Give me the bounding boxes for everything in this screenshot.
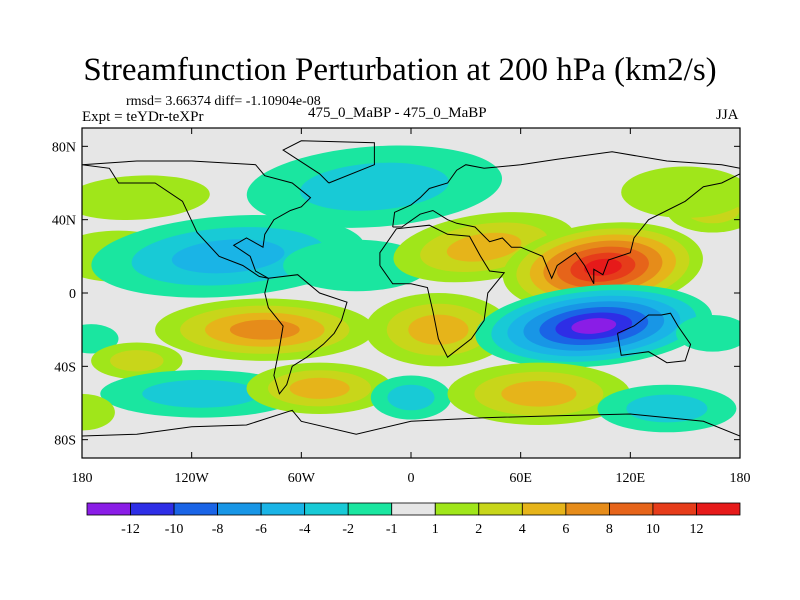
- colorbar-box: [304, 502, 349, 516]
- coastline: [82, 160, 312, 279]
- y-tick-label: 0: [69, 287, 76, 302]
- contour-band: [82, 324, 119, 354]
- contour-band: [82, 393, 115, 431]
- x-tick-label: 60E: [509, 471, 532, 486]
- colorbar-label: -6: [255, 522, 267, 537]
- colorbar-label: 2: [475, 522, 482, 537]
- field-blob: [365, 293, 512, 367]
- x-tick-label: 180: [72, 471, 93, 486]
- colorbar-box: [478, 502, 523, 516]
- contour-band: [626, 394, 708, 423]
- colorbar-label: 8: [606, 522, 613, 537]
- x-tick-label: 120W: [175, 471, 210, 486]
- y-tick-label: 40N: [52, 214, 76, 229]
- field-blob: [597, 384, 737, 433]
- colorbar-box: [652, 502, 697, 516]
- axes: 180 120W 60W 0 60E 120E 180 80N 40N 0 40S 80S: [52, 128, 751, 486]
- field-blob: [91, 214, 365, 298]
- colorbar-label: 6: [562, 522, 569, 537]
- contour-band: [676, 315, 740, 352]
- field-blob: [82, 393, 115, 431]
- x-tick-label: 60W: [288, 471, 316, 486]
- field-blob: [283, 239, 430, 292]
- contour-band: [289, 377, 350, 399]
- colorbar-label: 1: [432, 522, 439, 537]
- field-blob: [475, 284, 713, 368]
- colorbar-box: [521, 502, 567, 516]
- colorbar-box: [173, 502, 219, 516]
- chart-title: Streamfunction Perturbation at 200 hPa (…: [83, 52, 717, 88]
- contour-band: [82, 175, 210, 221]
- field-blob: [447, 362, 631, 425]
- x-tick-label: 180: [730, 471, 751, 486]
- field-blob: [246, 145, 503, 228]
- season-label: JJA: [716, 107, 739, 123]
- colorbar-box: [217, 502, 262, 516]
- contour-band: [387, 384, 435, 411]
- colorbar-box: [86, 502, 131, 516]
- contour-band: [501, 381, 577, 407]
- y-tick-label: 80N: [52, 140, 76, 155]
- colorbar-box: [434, 502, 480, 516]
- coastline: [264, 274, 348, 395]
- stats-label: rmsd= 3.66374 diff= -1.10904e-08: [126, 94, 321, 109]
- colorbar-box: [130, 502, 175, 516]
- y-tick-label: 80S: [54, 434, 76, 449]
- colorbar-label: -10: [165, 522, 184, 537]
- experiment-label: Expt = teYDr-teXPr: [82, 109, 204, 125]
- coastlines: [82, 140, 740, 437]
- contour-band: [171, 239, 285, 274]
- field-blob: [82, 175, 210, 221]
- runs-label: 475_0_MaBP - 475_0_MaBP: [308, 105, 487, 121]
- colorbar-label: -8: [212, 522, 224, 537]
- coastline: [379, 224, 506, 358]
- x-tick-label: 120E: [616, 471, 646, 486]
- contour-band: [110, 350, 164, 372]
- coastline: [392, 151, 740, 285]
- colorbar-box: [565, 502, 610, 516]
- field-blob: [370, 375, 452, 420]
- x-tick-label: 0: [408, 471, 415, 486]
- coastline: [282, 140, 375, 184]
- colorbar-label: 12: [690, 522, 704, 537]
- colorbar-label: -4: [299, 522, 311, 537]
- contour-band: [571, 318, 617, 334]
- contour-field: [82, 145, 740, 433]
- contour-band: [408, 314, 469, 345]
- colorbar-box: [260, 502, 306, 516]
- contour-band: [283, 239, 430, 292]
- contour-band: [299, 162, 449, 211]
- colorbar-label: 10: [646, 522, 660, 537]
- colorbar-box: [347, 502, 393, 516]
- colorbar-label: -12: [121, 522, 140, 537]
- colorbar-label: -2: [342, 522, 354, 537]
- contour-band: [142, 379, 260, 408]
- field-blob: [676, 315, 740, 352]
- field-blob: [155, 298, 375, 361]
- y-tick-label: 40S: [54, 360, 76, 375]
- coastline: [82, 409, 740, 437]
- contour-band: [621, 166, 740, 218]
- colorbar-label: 4: [519, 522, 526, 537]
- contour-band: [446, 232, 522, 262]
- colorbar: -12 -10 -8 -6 -4 -2 -1 1 2 4 6 8 10 12: [86, 502, 741, 537]
- field-blob: [82, 324, 119, 354]
- colorbar-box: [609, 502, 654, 516]
- coastline: [617, 312, 692, 364]
- field-blob: [621, 166, 740, 218]
- colorbar-box: [696, 502, 741, 516]
- colorbar-label: -1: [386, 522, 398, 537]
- field-blob: [246, 362, 393, 414]
- field-blob: [91, 342, 183, 380]
- colorbar-box: [391, 502, 436, 516]
- contour-band: [229, 319, 300, 340]
